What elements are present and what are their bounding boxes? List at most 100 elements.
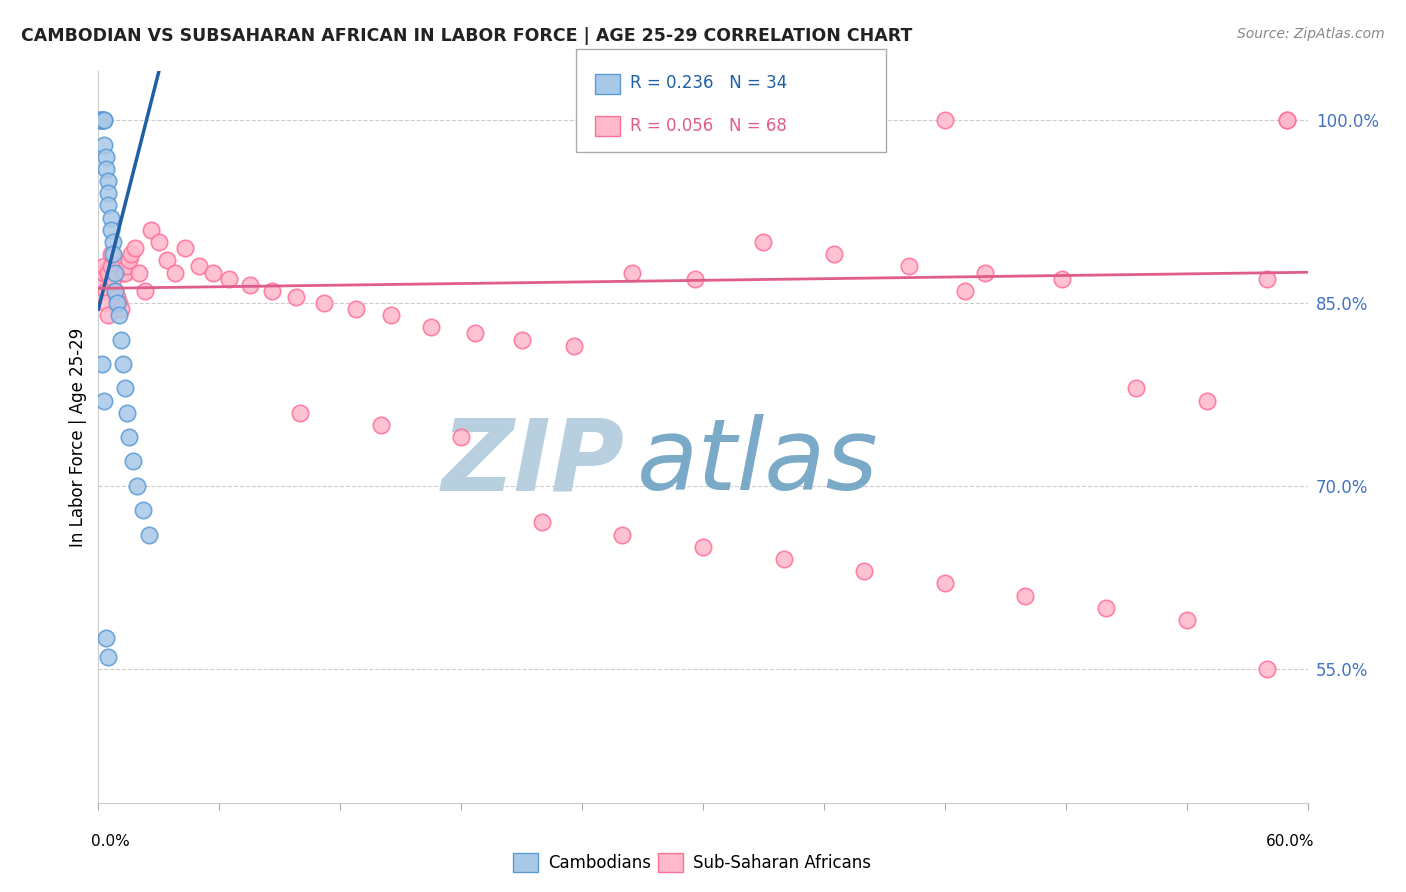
Text: CAMBODIAN VS SUBSAHARAN AFRICAN IN LABOR FORCE | AGE 25-29 CORRELATION CHART: CAMBODIAN VS SUBSAHARAN AFRICAN IN LABOR… [21,27,912,45]
Point [93,260,115,274]
Point [218,271,240,285]
Point [370,417,392,432]
Point [1050,271,1073,285]
Point [314,296,336,310]
Point [110,301,132,317]
Point [125,479,148,493]
Text: Cambodians: Cambodians [548,854,651,871]
Point [1014,589,1036,603]
Point [752,235,775,249]
Point [156,253,179,268]
Point [897,260,920,274]
Point [1195,393,1218,408]
Y-axis label: In Labor Force | Age 25-29: In Labor Force | Age 25-29 [69,327,87,547]
Point [103,284,125,298]
Point [96,150,118,164]
Point [239,277,262,292]
Point [1277,113,1299,128]
Point [288,406,311,420]
Text: atlas: atlas [637,414,879,511]
Point [120,247,142,261]
Point [89,113,111,128]
Point [111,357,134,371]
Point [97,186,120,201]
Point [91,113,114,128]
Point [692,540,714,554]
Text: R = 0.236   N = 34: R = 0.236 N = 34 [630,75,787,93]
Point [380,308,402,322]
Point [97,265,120,279]
Point [202,265,225,279]
Point [101,247,124,261]
Point [105,296,128,310]
Point [114,381,136,395]
Point [134,284,156,298]
Point [621,265,644,279]
Point [100,211,122,225]
Point [96,296,118,310]
Text: 60.0%: 60.0% [1267,834,1315,849]
Point [91,113,114,128]
Point [118,430,141,444]
Point [450,430,472,444]
Point [562,339,585,353]
Point [1277,113,1299,128]
Point [101,235,124,249]
Point [138,527,160,541]
Point [344,301,367,317]
Point [420,320,443,334]
Point [96,632,118,646]
Point [107,308,129,322]
Point [97,174,120,188]
Point [1175,613,1198,627]
Point [107,296,129,310]
Text: ZIP: ZIP [441,414,624,511]
Point [103,284,125,298]
Point [683,271,706,285]
Point [121,454,143,468]
Text: 0.0%: 0.0% [91,834,131,849]
Point [974,265,997,279]
Point [110,333,132,347]
Point [115,406,138,420]
Point [93,137,115,152]
Point [163,265,186,279]
Text: R = 0.056   N = 68: R = 0.056 N = 68 [630,117,787,135]
Point [128,265,150,279]
Point [188,260,211,274]
Point [530,516,553,530]
Point [115,260,138,274]
Point [100,223,122,237]
Point [132,503,155,517]
Point [97,649,120,664]
Point [105,290,128,304]
Point [93,113,115,128]
Point [148,235,170,249]
Point [823,247,845,261]
Point [612,527,634,541]
Point [91,357,114,371]
Point [101,271,124,285]
Point [89,113,111,128]
Point [284,290,307,304]
Point [510,333,533,347]
Point [91,113,114,128]
Point [1125,381,1147,395]
Point [96,161,118,176]
Point [97,198,120,212]
Point [118,253,141,268]
Text: Sub-Saharan Africans: Sub-Saharan Africans [693,854,872,871]
Point [260,284,283,298]
Point [93,265,115,279]
Point [1256,271,1278,285]
Point [934,576,956,591]
Point [124,241,146,255]
Point [97,308,120,322]
Point [174,241,197,255]
Point [100,247,122,261]
Point [93,113,115,128]
Point [853,564,876,578]
Point [139,223,162,237]
Point [953,284,976,298]
Text: Source: ZipAtlas.com: Source: ZipAtlas.com [1237,27,1385,41]
